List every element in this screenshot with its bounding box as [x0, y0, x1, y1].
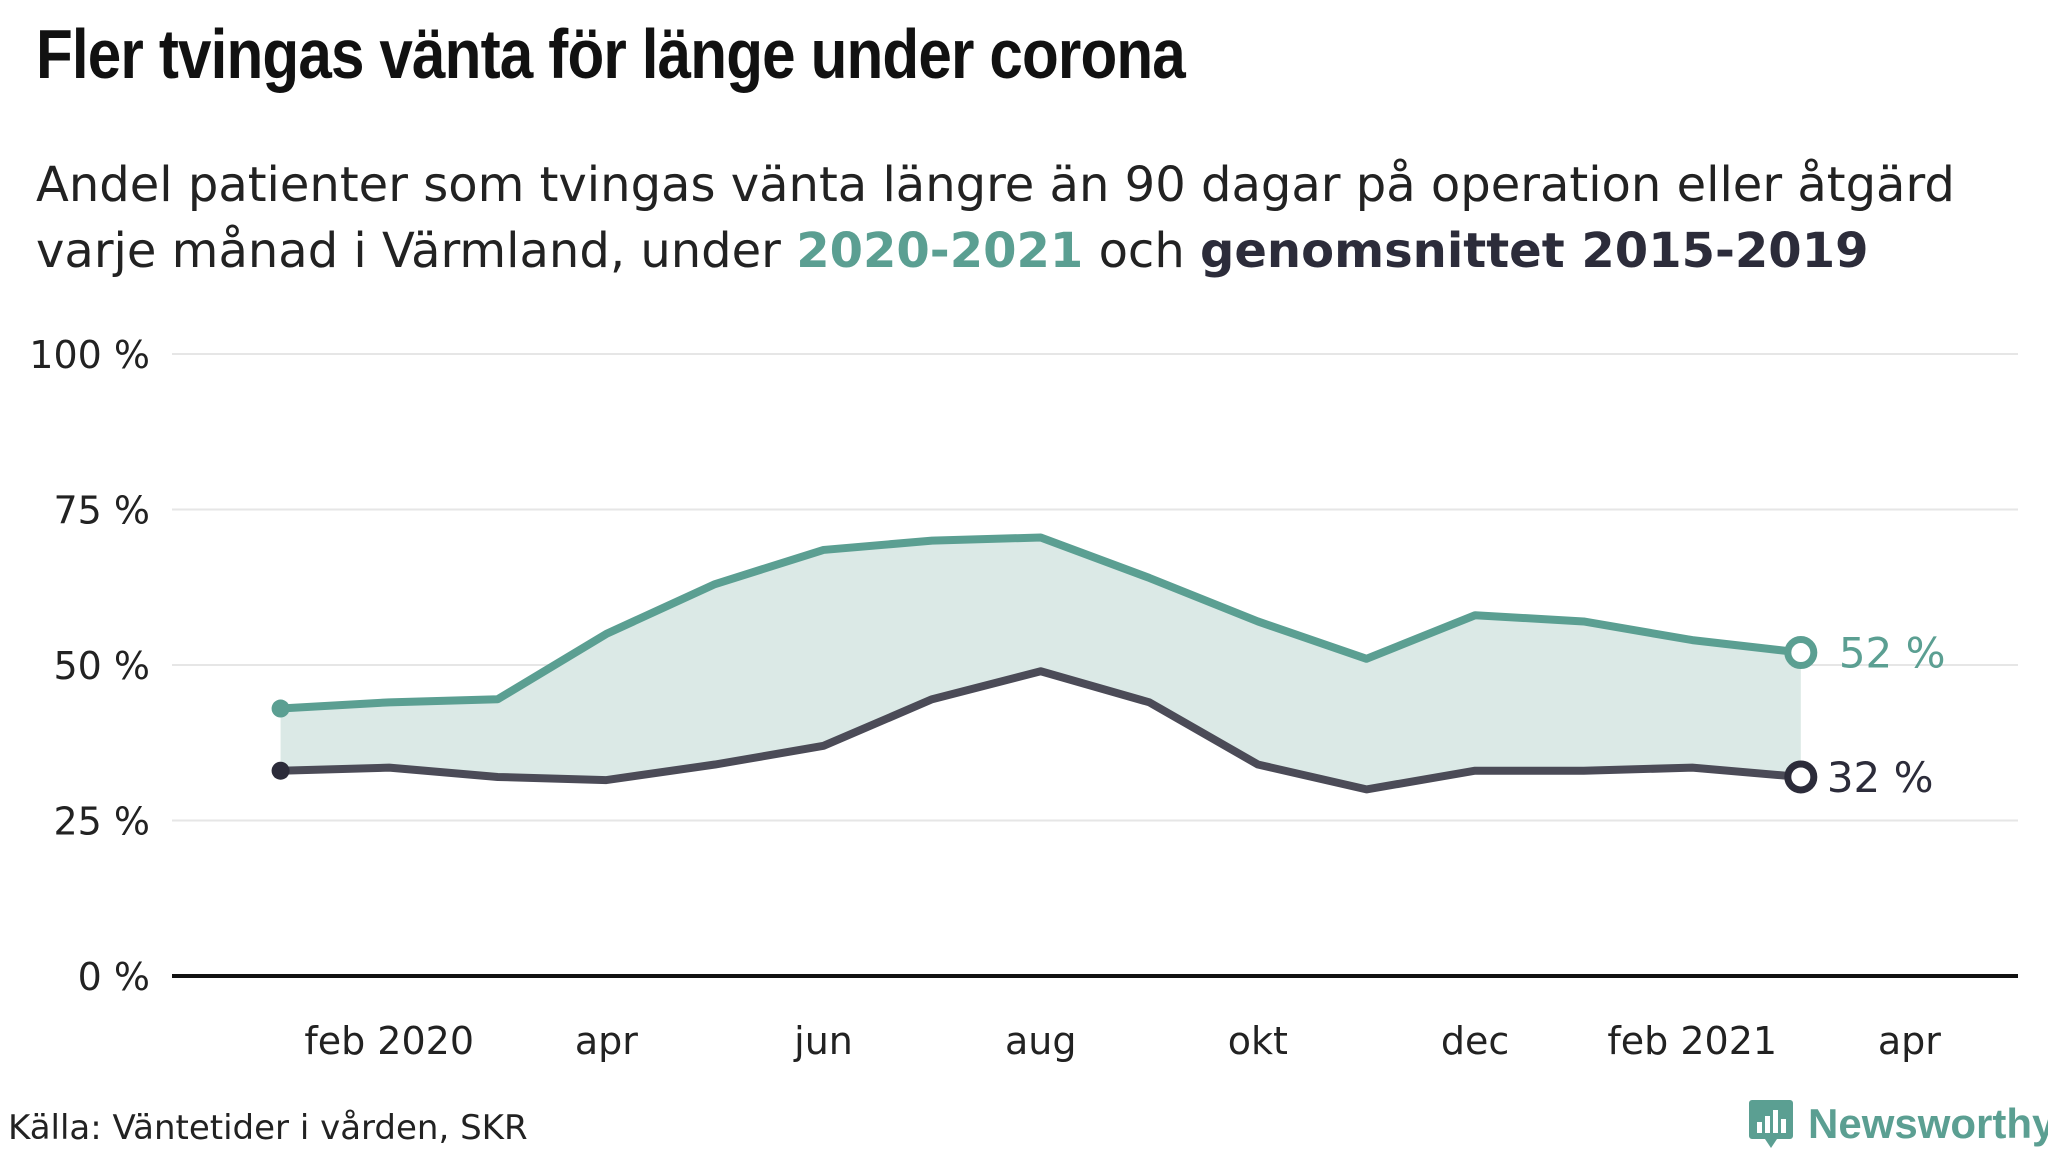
series-line-2020-2021 — [276, 533, 1805, 713]
newsworthy-logo[interactable]: Newsworthy — [1748, 1098, 2048, 1150]
subtitle-prefix: Andel patienter som tvingas vänta längre… — [36, 157, 1955, 279]
x-tick-label: dec — [1441, 1019, 1509, 1063]
x-tick-label: apr — [1878, 1019, 1941, 1063]
x-tick-label: okt — [1228, 1019, 1288, 1063]
y-tick-label: 25 % — [53, 800, 150, 844]
source-note: Källa: Väntetider i vården, SKR — [8, 1108, 528, 1148]
x-tick-label: apr — [575, 1019, 638, 1063]
y-tick-label: 0 % — [78, 955, 150, 999]
series1-start-point — [271, 699, 290, 718]
series1-end-label: 52 % — [1839, 629, 1946, 678]
subtitle-middle: och — [1098, 223, 1185, 279]
y-tick-label: 75 % — [53, 489, 150, 533]
chart-subtitle: Andel patienter som tvingas vänta längre… — [36, 152, 2036, 284]
series2-start-point — [271, 761, 290, 780]
logo-text: Newsworthy — [1808, 1100, 2048, 1147]
x-tick-label: feb 2020 — [304, 1019, 474, 1063]
newsworthy-logo-icon — [1749, 1100, 1793, 1148]
series2-end-label: 32 % — [1827, 753, 1934, 802]
series-line-genomsnittet-2015-2019 — [276, 667, 1805, 794]
x-tick-label: jun — [793, 1019, 853, 1063]
y-tick-label: 50 % — [53, 644, 150, 688]
subtitle-series1: 2020-2021 — [796, 223, 1084, 279]
series1-end-point — [1784, 636, 1818, 670]
x-tick-label: aug — [1005, 1019, 1077, 1063]
series-band — [280, 537, 1801, 790]
subtitle-series2: genomsnittet 2015-2019 — [1200, 223, 1869, 279]
y-tick-label: 100 % — [29, 333, 150, 377]
x-tick-label: feb 2021 — [1607, 1019, 1777, 1063]
series2-end-point — [1784, 760, 1818, 794]
chart-title: Fler tvingas vänta för länge under coron… — [36, 15, 1186, 93]
